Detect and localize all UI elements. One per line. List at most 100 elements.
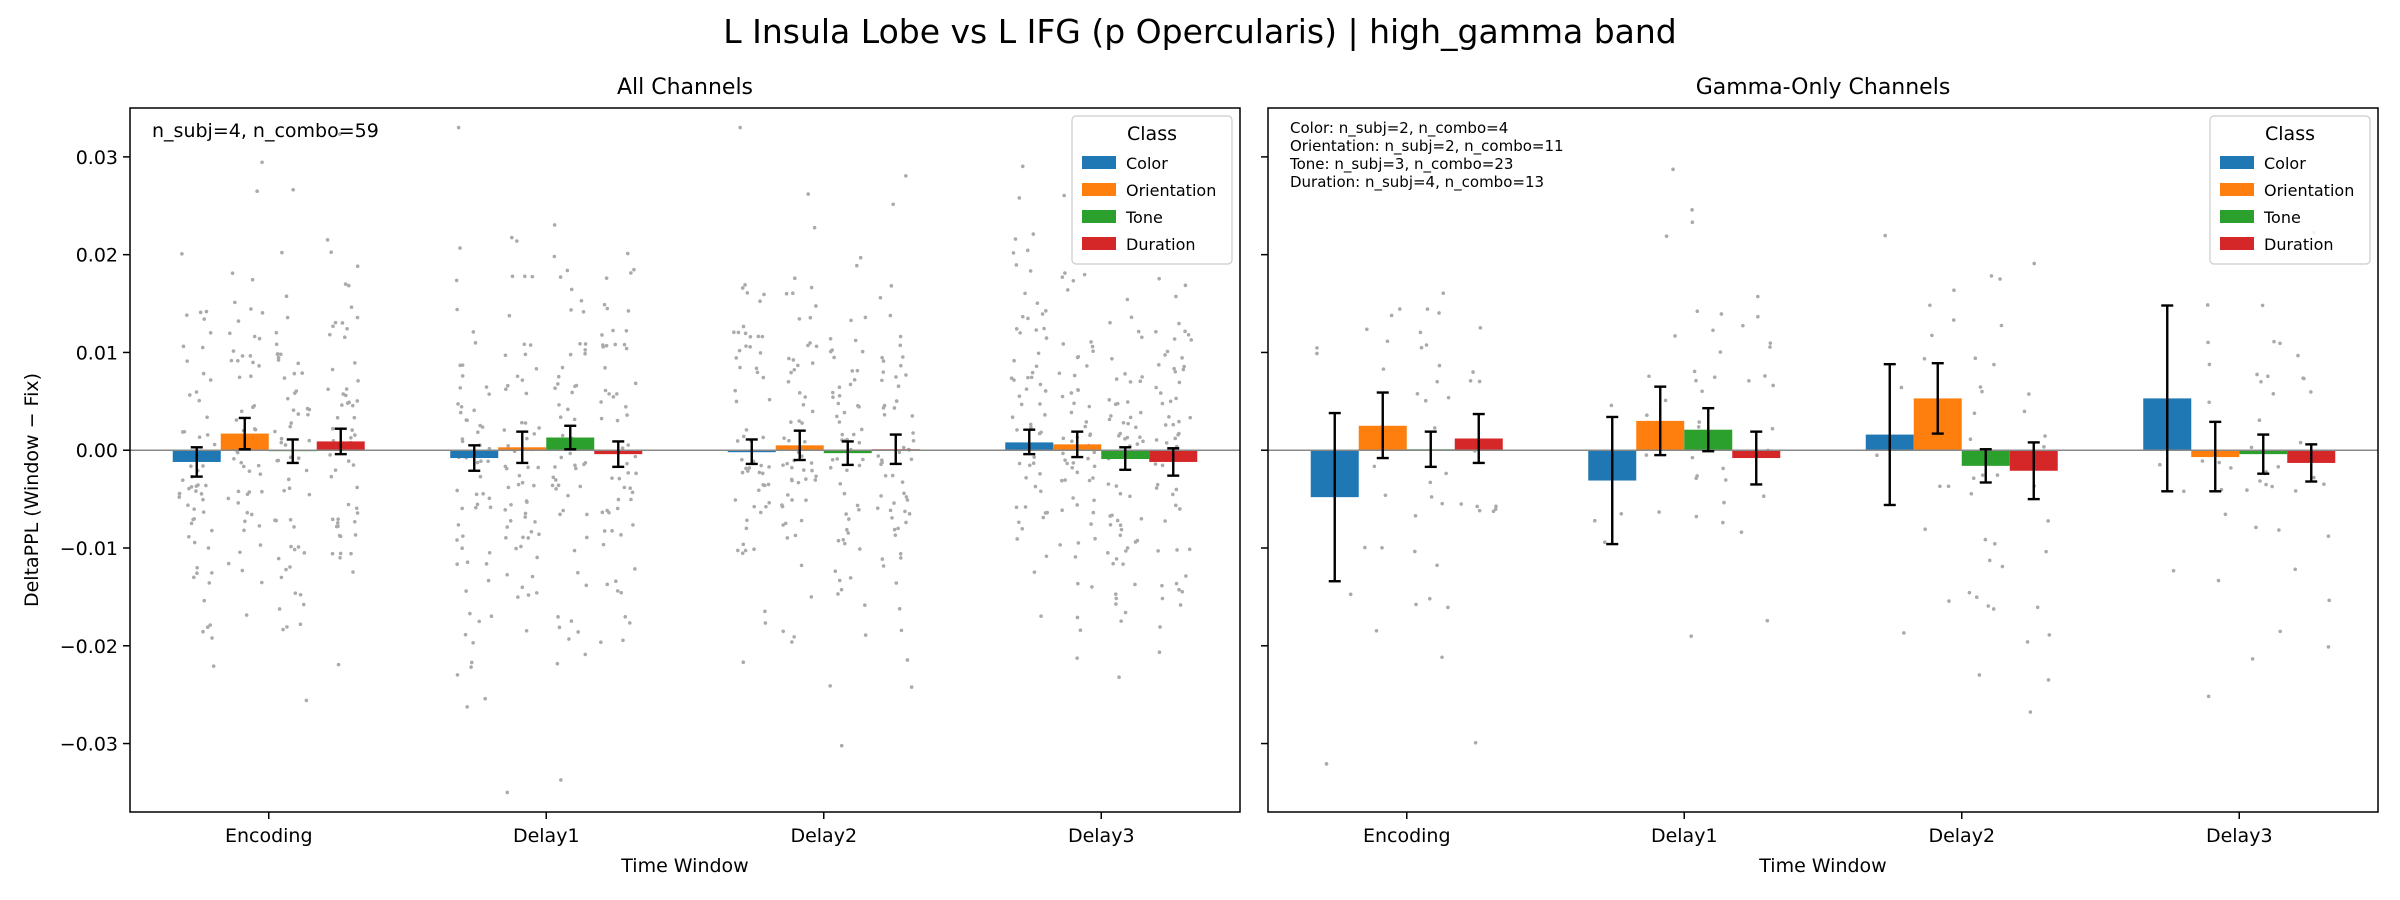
data-point <box>792 367 797 372</box>
data-point <box>282 376 287 380</box>
data-point <box>830 390 835 395</box>
data-point <box>2266 374 2270 379</box>
data-point <box>845 468 849 473</box>
data-point <box>1128 380 1133 384</box>
data-point <box>1039 614 1043 618</box>
data-point <box>304 468 309 473</box>
data-point <box>260 160 264 165</box>
data-point <box>350 403 355 408</box>
data-point <box>757 470 762 475</box>
data-point <box>733 498 738 502</box>
data-point <box>783 521 788 526</box>
data-point <box>780 503 784 507</box>
data-point <box>1123 610 1128 615</box>
data-point <box>514 546 518 551</box>
data-point <box>1086 456 1090 461</box>
data-point <box>553 465 557 469</box>
data-point <box>1031 232 1036 236</box>
data-point <box>1154 486 1159 490</box>
x-tick-label: Delay1 <box>513 825 580 847</box>
data-point <box>201 510 206 514</box>
data-point <box>526 536 531 540</box>
data-point <box>1991 607 1996 611</box>
data-point <box>578 484 583 489</box>
data-point <box>274 342 279 347</box>
data-point <box>853 338 858 343</box>
data-point <box>205 625 210 629</box>
data-point <box>523 511 528 516</box>
data-point <box>1983 537 1988 542</box>
data-point <box>1138 410 1143 415</box>
data-point <box>744 344 748 348</box>
data-point <box>205 415 209 420</box>
legend-entry: Tone <box>2263 208 2301 227</box>
data-point <box>579 298 584 303</box>
data-point <box>797 317 802 321</box>
data-point <box>2216 578 2221 583</box>
data-point <box>555 661 560 666</box>
data-point <box>288 424 293 429</box>
data-point <box>790 465 794 470</box>
data-point <box>897 450 902 455</box>
data-point <box>1663 398 1668 403</box>
data-point <box>1173 503 1178 508</box>
data-point <box>1381 367 1386 371</box>
data-point <box>892 406 897 410</box>
data-point <box>2254 525 2258 530</box>
data-point <box>236 319 241 323</box>
data-point <box>226 561 231 566</box>
data-point <box>1114 557 1119 561</box>
data-point <box>558 275 563 279</box>
data-point <box>474 492 479 497</box>
data-point <box>2171 568 2176 573</box>
data-point <box>1163 519 1167 523</box>
data-point <box>787 438 791 443</box>
data-point <box>808 315 813 320</box>
data-point <box>1700 389 1704 394</box>
data-point <box>614 579 618 584</box>
data-point <box>632 267 636 272</box>
data-point <box>519 544 523 549</box>
data-point <box>526 593 531 597</box>
data-point <box>1647 374 1651 379</box>
data-point <box>1089 340 1093 344</box>
data-point <box>583 461 588 465</box>
data-point <box>790 478 794 483</box>
data-point <box>1123 372 1127 376</box>
data-point <box>346 283 351 288</box>
data-point <box>797 419 801 423</box>
data-point <box>508 518 513 523</box>
data-point <box>1034 364 1039 369</box>
data-point <box>881 370 886 374</box>
data-point <box>573 384 577 389</box>
data-point <box>1136 329 1141 334</box>
data-point <box>849 318 853 323</box>
data-point <box>1060 394 1065 399</box>
data-point <box>355 399 360 403</box>
data-point <box>1125 546 1130 550</box>
data-point <box>898 343 903 348</box>
data-point <box>792 276 797 280</box>
data-point <box>559 455 564 460</box>
data-point <box>1425 307 1430 311</box>
data-point <box>478 423 482 428</box>
data-point <box>464 589 468 593</box>
data-point <box>804 477 808 481</box>
data-point <box>1712 375 1717 379</box>
data-point <box>634 471 638 476</box>
data-point <box>757 488 761 493</box>
data-point <box>1038 472 1042 476</box>
data-point <box>1172 366 1176 371</box>
data-point <box>2326 645 2331 649</box>
data-point <box>205 433 210 437</box>
data-point <box>561 508 565 513</box>
error-bar <box>564 424 577 451</box>
data-point <box>1176 433 1180 437</box>
error-bar <box>334 427 347 456</box>
data-point <box>1478 326 1483 330</box>
data-point <box>1992 362 1996 367</box>
data-point <box>1073 555 1078 559</box>
data-point <box>560 365 565 370</box>
data-point <box>515 374 520 379</box>
data-point <box>1059 478 1064 483</box>
